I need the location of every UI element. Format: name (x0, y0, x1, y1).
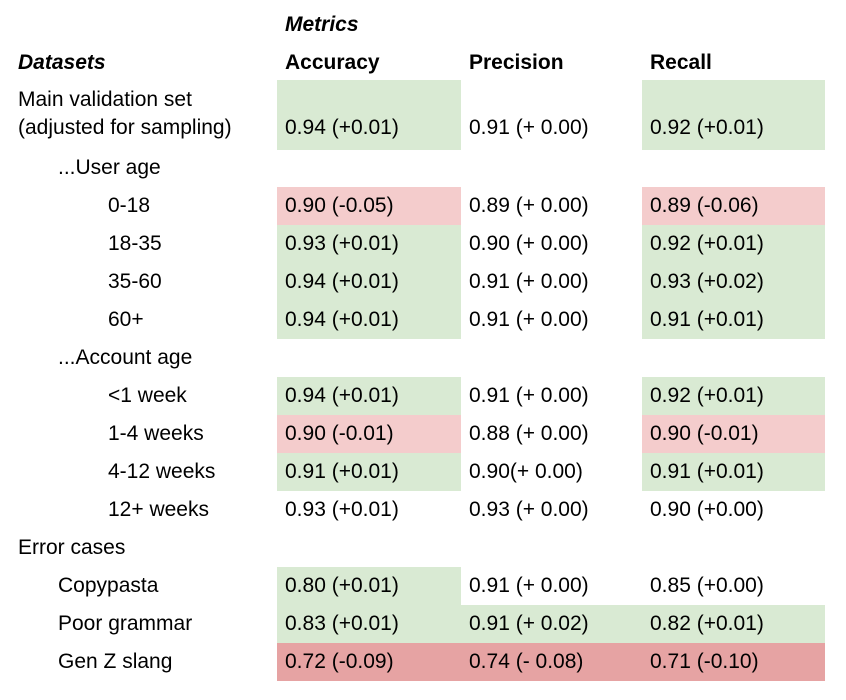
table-row: 4-12 weeks 0.91 (+0.01) 0.90(+ 0.00) 0.9… (0, 453, 846, 491)
metrics-header-row: Metrics (0, 6, 846, 44)
cell-precision: 0.90 (+ 0.00) (469, 232, 589, 255)
table-row: <1 week 0.94 (+0.01) 0.91 (+ 0.00) 0.92 … (0, 377, 846, 415)
cell-accuracy: 0.94 (+0.01) (277, 263, 461, 301)
cell-accuracy: 0.83 (+0.01) (277, 605, 461, 643)
cell-precision: 0.91 (+ 0.00) (469, 270, 589, 293)
table-row: Gen Z slang 0.72 (-0.09) 0.74 (- 0.08) 0… (0, 643, 846, 681)
cell-precision: 0.91 (+ 0.00) (469, 574, 589, 597)
cell-precision: 0.90(+ 0.00) (469, 460, 583, 483)
cell-accuracy: 0.91 (+0.01) (277, 453, 461, 491)
cell-recall: 0.93 (+0.02) (642, 263, 825, 301)
table-row: Copypasta 0.80 (+0.01) 0.91 (+ 0.00) 0.8… (0, 567, 846, 605)
table-row: Poor grammar 0.83 (+0.01) 0.91 (+ 0.02) … (0, 605, 846, 643)
table-row: 35-60 0.94 (+0.01) 0.91 (+ 0.00) 0.93 (+… (0, 263, 846, 301)
main-recall: 0.92 (+0.01) (642, 80, 825, 150)
cell-accuracy: 0.93 (+0.01) (285, 498, 399, 521)
cell-recall: 0.92 (+0.01) (642, 377, 825, 415)
cell-recall: 0.90 (+0.00) (650, 498, 764, 521)
table-row: 0-18 0.90 (-0.05) 0.89 (+ 0.00) 0.89 (-0… (0, 187, 846, 225)
section-label: ...User age (58, 156, 161, 179)
main-precision: 0.91 (+ 0.00) (469, 116, 589, 139)
row-label: 35-60 (108, 270, 162, 293)
cell-precision: 0.74 (- 0.08) (461, 643, 642, 681)
main-accuracy: 0.94 (+0.01) (277, 80, 461, 150)
cell-recall: 0.82 (+0.01) (642, 605, 825, 643)
table-row: 60+ 0.94 (+0.01) 0.91 (+ 0.00) 0.91 (+0.… (0, 301, 846, 339)
cell-precision: 0.88 (+ 0.00) (469, 422, 589, 445)
row-label: Gen Z slang (58, 650, 173, 673)
cell-accuracy: 0.93 (+0.01) (277, 225, 461, 263)
section-label: ...Account age (58, 346, 193, 369)
row-label: 0-18 (108, 194, 151, 217)
section-account-age: ...Account age (0, 339, 846, 377)
cell-precision: 0.93 (+ 0.00) (469, 498, 589, 521)
table-row-main: Main validation set (adjusted for sampli… (0, 80, 846, 150)
datasets-label: Datasets (18, 51, 106, 74)
cell-precision: 0.91 (+ 0.00) (469, 308, 589, 331)
row-label: <1 week (108, 384, 187, 407)
cell-recall: 0.91 (+0.01) (642, 301, 825, 339)
row-label: 4-12 weeks (108, 460, 216, 483)
row-label: 12+ weeks (108, 498, 209, 521)
table-row: 18-35 0.93 (+0.01) 0.90 (+ 0.00) 0.92 (+… (0, 225, 846, 263)
section-error-cases: Error cases (0, 529, 846, 567)
col-accuracy: Accuracy (285, 51, 380, 74)
cell-accuracy: 0.94 (+0.01) (277, 301, 461, 339)
section-user-age: ...User age (0, 149, 846, 187)
col-precision: Precision (469, 51, 564, 74)
cell-accuracy: 0.80 (+0.01) (277, 567, 461, 605)
cell-accuracy: 0.72 (-0.09) (277, 643, 461, 681)
section-label: Error cases (18, 536, 126, 559)
cell-recall: 0.90 (-0.01) (642, 415, 825, 453)
cell-precision: 0.91 (+ 0.00) (469, 384, 589, 407)
row-label: Poor grammar (58, 612, 193, 635)
main-label: Main validation set (adjusted for sampli… (18, 88, 232, 139)
cell-recall: 0.92 (+0.01) (642, 225, 825, 263)
table-row: 12+ weeks 0.93 (+0.01) 0.93 (+ 0.00) 0.9… (0, 491, 846, 529)
cell-recall: 0.85 (+0.00) (650, 574, 764, 597)
cell-accuracy: 0.90 (-0.05) (277, 187, 461, 225)
cell-accuracy: 0.94 (+0.01) (277, 377, 461, 415)
cell-accuracy: 0.90 (-0.01) (277, 415, 461, 453)
row-label: 18-35 (108, 232, 162, 255)
cell-recall: 0.89 (-0.06) (642, 187, 825, 225)
cell-recall: 0.91 (+0.01) (642, 453, 825, 491)
cell-precision: 0.89 (+ 0.00) (469, 194, 589, 217)
metrics-label: Metrics (285, 13, 359, 36)
cell-precision: 0.91 (+ 0.02) (461, 605, 642, 643)
row-label: Copypasta (58, 574, 159, 597)
row-label: 60+ (108, 308, 144, 331)
column-header-row: Datasets Accuracy Precision Recall (0, 44, 846, 82)
cell-recall: 0.71 (-0.10) (642, 643, 825, 681)
col-recall: Recall (650, 51, 712, 74)
row-label: 1-4 weeks (108, 422, 204, 445)
table-row: 1-4 weeks 0.90 (-0.01) 0.88 (+ 0.00) 0.9… (0, 415, 846, 453)
